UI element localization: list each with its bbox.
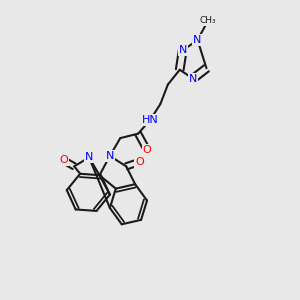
Text: O: O xyxy=(143,145,152,155)
Text: N: N xyxy=(106,151,114,161)
Text: O: O xyxy=(59,155,68,165)
Text: HN: HN xyxy=(142,115,158,125)
Text: N: N xyxy=(194,35,202,45)
Text: CH₃: CH₃ xyxy=(200,16,216,25)
Text: N: N xyxy=(178,45,187,56)
Text: N: N xyxy=(85,152,93,162)
Text: N: N xyxy=(189,74,197,84)
Text: O: O xyxy=(135,157,144,167)
